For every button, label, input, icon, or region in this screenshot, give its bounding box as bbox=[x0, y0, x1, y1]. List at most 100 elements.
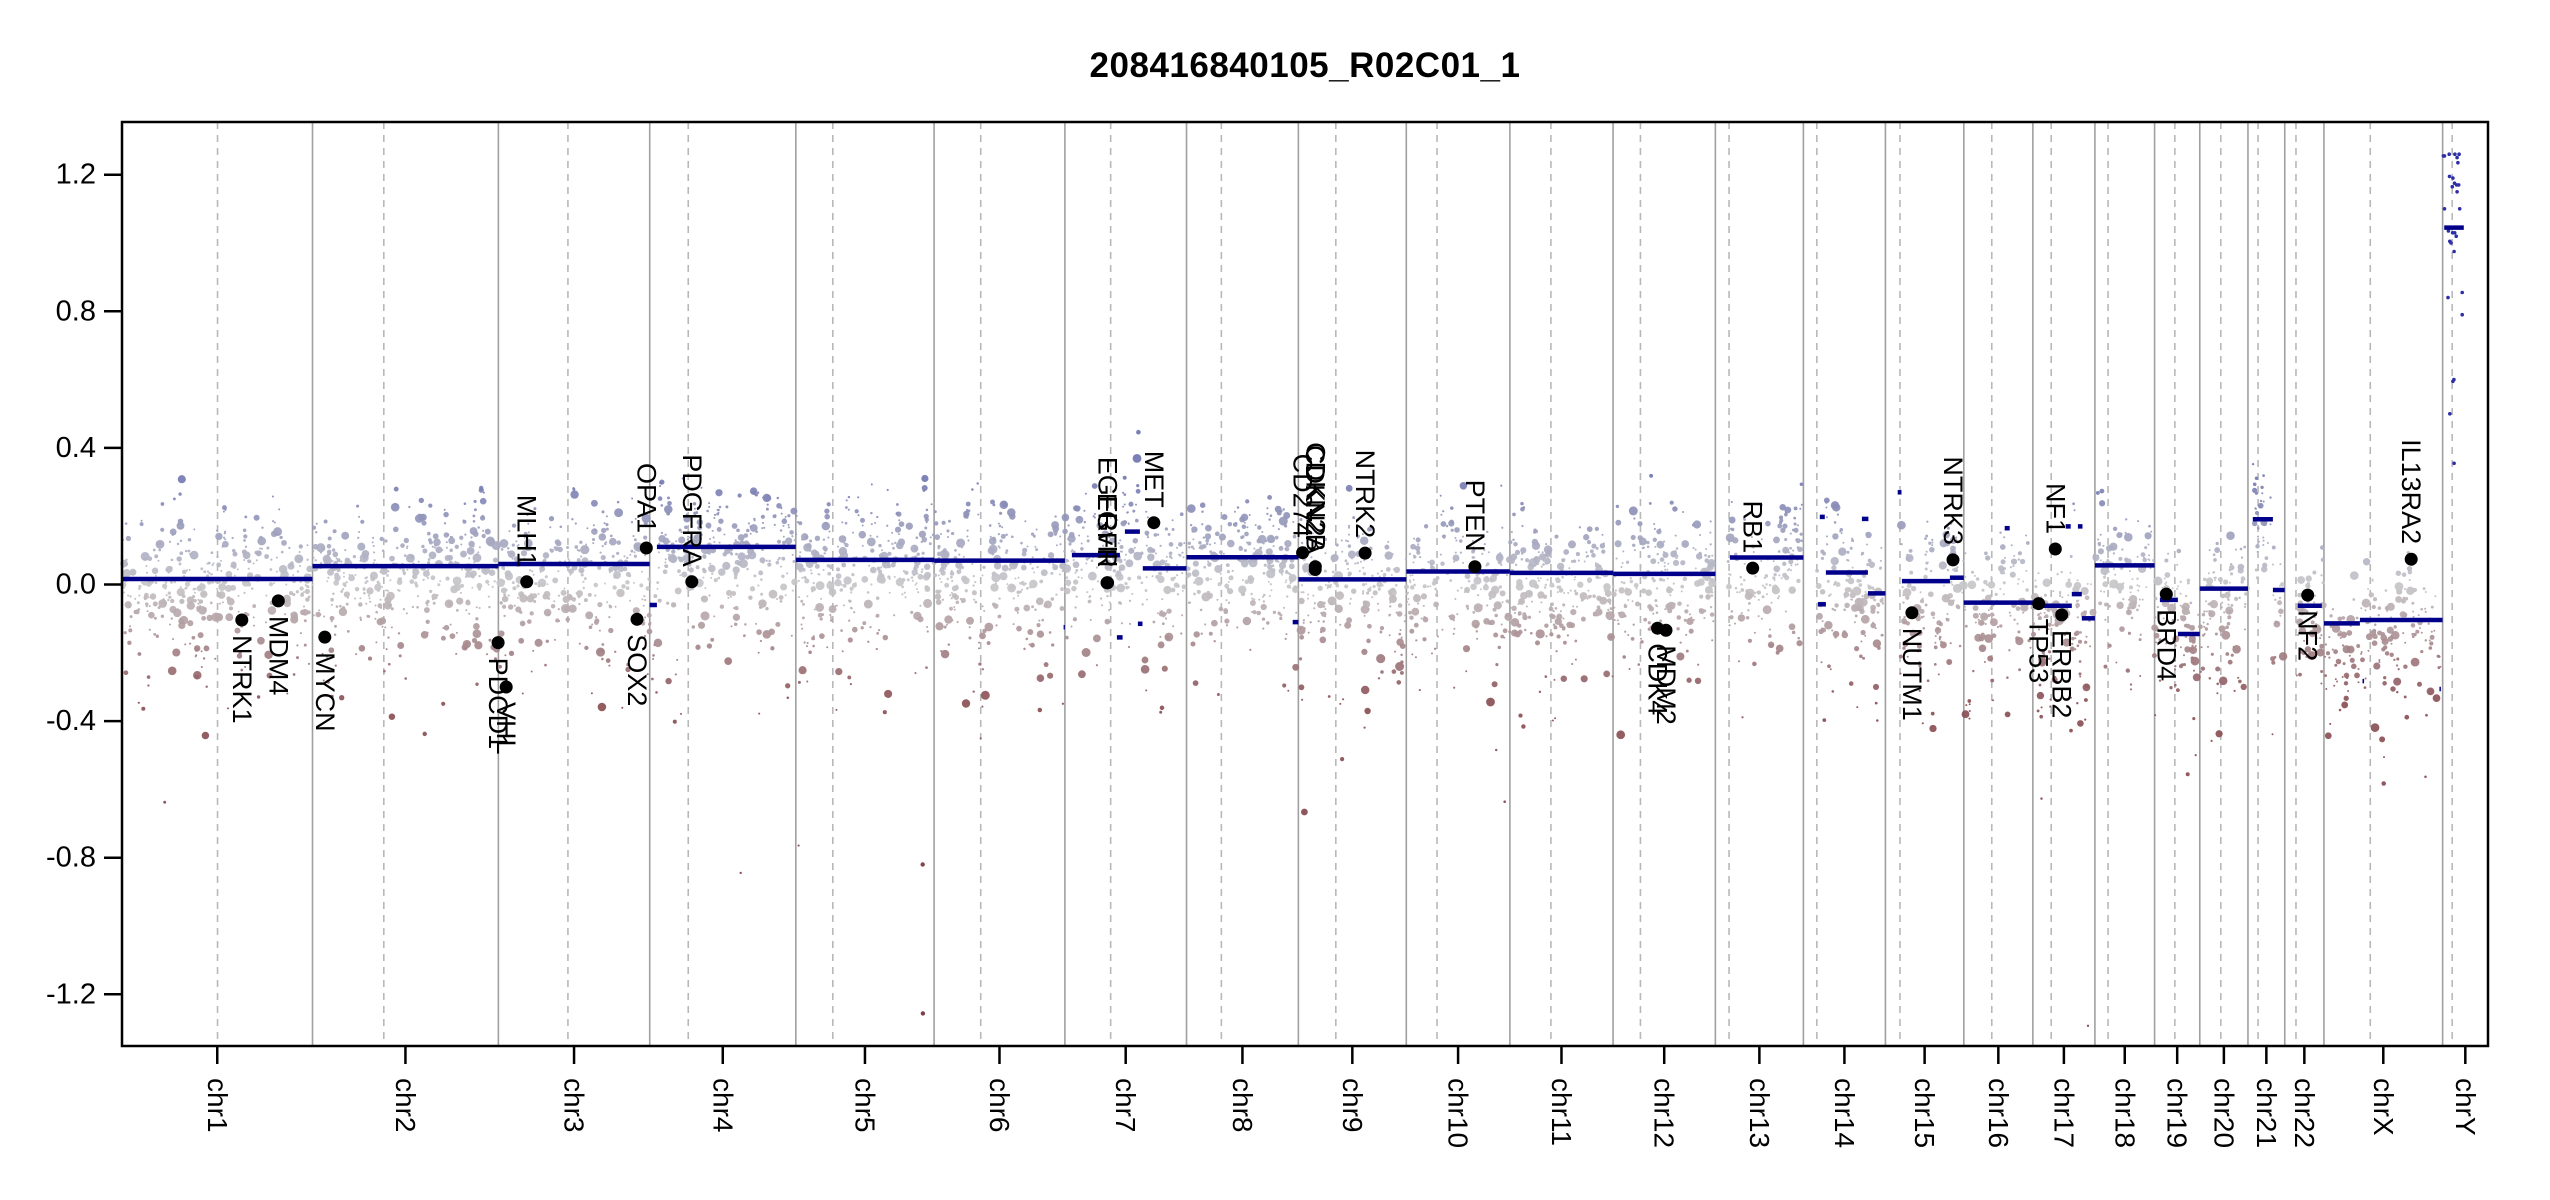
x-axis-tick-label: chr22 bbox=[2289, 1078, 2320, 1148]
gene-label: BRD4 bbox=[2151, 609, 2181, 681]
gene-label: SOX2 bbox=[622, 634, 652, 706]
gene-dot bbox=[1308, 560, 1322, 574]
gene-label: NF2 bbox=[2293, 610, 2323, 661]
gene-label: NTRK3 bbox=[1938, 456, 1968, 545]
y-axis-tick-label: -1.2 bbox=[46, 978, 96, 1010]
gene-marker-CDKN2B: CDKN2B bbox=[1300, 442, 1330, 574]
x-axis-tick-label: chr14 bbox=[1829, 1078, 1860, 1148]
chrY-point bbox=[2456, 160, 2460, 165]
chrY-points bbox=[2441, 152, 2464, 466]
gene-dot bbox=[1358, 546, 1372, 560]
gene-marker-ERBB2: ERBB2 bbox=[2047, 608, 2077, 718]
gene-marker-RB1: RB1 bbox=[1738, 501, 1768, 575]
gene-label: ERBB2 bbox=[2047, 630, 2077, 719]
x-axis-tick-label: chr2 bbox=[390, 1078, 421, 1132]
gene-dot bbox=[685, 575, 699, 589]
gene-marker-CDK4: CDK4 bbox=[1643, 621, 1673, 715]
gene-marker-SOX2: SOX2 bbox=[622, 612, 652, 706]
x-axis-tick-label: chr8 bbox=[1227, 1078, 1258, 1132]
gene-marker-PDCD1: PDCD1 bbox=[483, 636, 513, 749]
gene-marker-OPA1: OPA1 bbox=[631, 463, 661, 555]
y-axis-tick-label: -0.8 bbox=[46, 842, 96, 874]
chrY-point bbox=[2452, 231, 2457, 235]
chrY-point bbox=[2455, 190, 2459, 194]
gene-label: TP53 bbox=[2024, 619, 2054, 684]
chrY-point bbox=[2446, 229, 2451, 233]
chrY-point bbox=[2454, 234, 2458, 238]
chrY-point bbox=[2449, 241, 2453, 245]
x-axis-tick-label: chr16 bbox=[1983, 1078, 2014, 1148]
gene-dot bbox=[1101, 576, 1115, 590]
x-axis-tick-label: chr6 bbox=[984, 1078, 1015, 1132]
gene-dot bbox=[1946, 553, 1960, 567]
y-axis-tick-label: 1.2 bbox=[56, 159, 96, 191]
axes: 1.2 0.8 0.4 0.0 -0.4 -0.8 -1.2 chr1 chr2 chr3 chr4… bbox=[46, 120, 2490, 1148]
y-axis-tick-label: 0.4 bbox=[56, 432, 96, 464]
gene-dot bbox=[1147, 516, 1161, 530]
gene-marker-MLH1: MLH1 bbox=[512, 495, 542, 589]
chrY-point bbox=[2457, 207, 2462, 211]
gene-label: VHL bbox=[491, 702, 521, 755]
gene-label: MYCN bbox=[310, 652, 340, 732]
gene-dot bbox=[499, 680, 513, 694]
x-axis-tick-label: chr15 bbox=[1909, 1078, 1940, 1148]
x-axis-tick-label: chrY bbox=[2450, 1078, 2481, 1136]
chrY-point bbox=[2451, 176, 2455, 180]
x-axis-tick-label: chr10 bbox=[1443, 1078, 1474, 1148]
gene-dot bbox=[235, 613, 249, 627]
chrY-point bbox=[2442, 154, 2447, 158]
gene-marker-IL13RA2: IL13RA2 bbox=[2396, 439, 2426, 566]
outlier-point bbox=[920, 1011, 926, 1016]
gene-dot bbox=[1659, 623, 1673, 637]
gene-marker-EGFRvIII: EGFRvIII bbox=[1093, 457, 1123, 590]
gene-marker-MET: MET bbox=[1139, 451, 1169, 530]
scatter-points bbox=[119, 429, 2442, 1027]
gene-marker-TP53: TP53 bbox=[2024, 597, 2054, 683]
chrY-point bbox=[2457, 152, 2461, 156]
gene-dot bbox=[630, 612, 644, 626]
gene-marker-VHL: VHL bbox=[491, 680, 521, 755]
chrY-point bbox=[2455, 155, 2459, 160]
gene-label: NUTM1 bbox=[1897, 628, 1927, 721]
chrY-point bbox=[2452, 249, 2456, 254]
gene-dot bbox=[1746, 561, 1760, 575]
gene-label: RB1 bbox=[1738, 501, 1768, 554]
gene-marker-NF1: NF1 bbox=[2040, 483, 2070, 556]
chrY-point bbox=[2460, 290, 2464, 295]
x-axis-tick-label: chr21 bbox=[2251, 1078, 2282, 1148]
segment-lines bbox=[122, 225, 2464, 692]
x-axis-tick-label: chr20 bbox=[2208, 1078, 2239, 1148]
gene-marker-CD274: CD274 bbox=[1288, 454, 1318, 560]
gene-label: CDKN2B bbox=[1300, 442, 1330, 552]
outlier-point bbox=[920, 862, 925, 867]
gene-dot bbox=[1905, 606, 1919, 620]
x-axis-tick-label: chr4 bbox=[707, 1078, 738, 1132]
gene-dot bbox=[1468, 560, 1482, 574]
chrY-point bbox=[2452, 461, 2456, 466]
gene-label: NTRK1 bbox=[227, 635, 257, 724]
gene-dot bbox=[2301, 588, 2315, 602]
gene-dot bbox=[2032, 597, 2046, 611]
gene-label: EGFRvIII bbox=[1093, 457, 1123, 568]
gene-marker-PDGFRA: PDGFRA bbox=[677, 454, 707, 589]
gene-label: NTRK2 bbox=[1350, 450, 1380, 539]
gene-marker-NUTM1: NUTM1 bbox=[1897, 606, 1927, 721]
gene-dot bbox=[491, 636, 505, 650]
gene-dot bbox=[520, 575, 534, 589]
chrY-point bbox=[2453, 152, 2457, 156]
x-axis-tick-label: chrX bbox=[2368, 1078, 2399, 1136]
gene-dot bbox=[1296, 546, 1310, 560]
x-axis-tick-label: chr1 bbox=[202, 1078, 233, 1132]
gene-marker-BRD4: BRD4 bbox=[2151, 587, 2181, 681]
gene-marker-MYCN: MYCN bbox=[310, 630, 340, 732]
x-axis-tick-label: chr19 bbox=[2162, 1078, 2193, 1148]
gene-dot bbox=[2048, 542, 2062, 556]
gene-marker-NTRK2: NTRK2 bbox=[1350, 450, 1380, 560]
gene-marker-MDM4: MDM4 bbox=[263, 594, 293, 695]
gene-label: EGFR bbox=[1092, 493, 1122, 568]
gene-dot bbox=[318, 630, 332, 644]
x-axis-tick-label: chr18 bbox=[2109, 1078, 2140, 1148]
gene-marker-MDM2: MDM2 bbox=[1651, 623, 1681, 725]
gene-label: NF1 bbox=[2040, 483, 2070, 534]
